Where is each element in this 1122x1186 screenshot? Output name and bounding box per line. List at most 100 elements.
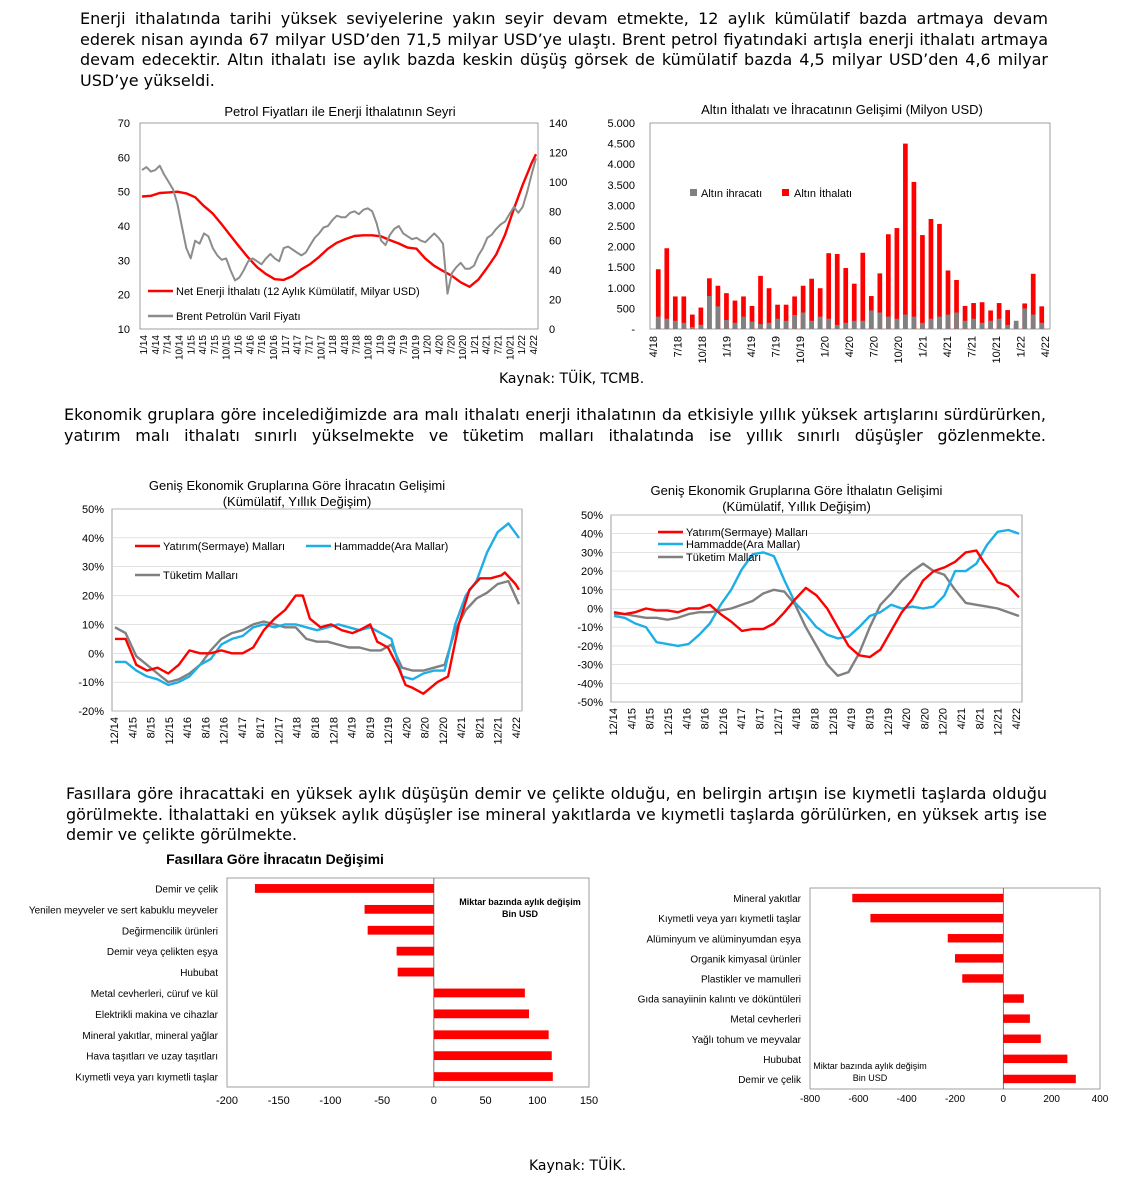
y-tick-label: 40% <box>82 533 104 545</box>
x-tick-label: 4/21 <box>956 708 968 729</box>
x-tick-label: 4/17 <box>237 717 249 738</box>
bar-hububat <box>1003 1054 1068 1064</box>
x-tick-label: 4/21 <box>482 335 493 355</box>
x-tick-label: 12/15 <box>663 708 675 736</box>
import-bar <box>800 285 806 329</box>
category-label: Demir veya çelikten eşya <box>107 947 219 958</box>
import-bar <box>996 303 1002 329</box>
x-tick-label: 8/21 <box>474 717 486 738</box>
x-tick-label: 4/22 <box>529 335 540 355</box>
bar-demir-ve-elik <box>254 884 434 893</box>
x-tick-label: 4/19 <box>846 708 858 729</box>
y-left-tick-label: 70 <box>118 118 130 130</box>
category-label: Yenilen meyveler ve sert kabuklu meyvele… <box>29 905 219 916</box>
source-note: Kaynak: TÜİK, TCMB. <box>499 371 645 387</box>
x-tick-label: 10/18 <box>364 335 375 360</box>
series-line-t-ketim-mallar <box>614 562 1020 677</box>
series-line-net-enerji-i-thalat-12-ayl-k-k-m-latif-milyar-usd <box>141 153 538 288</box>
export-bar <box>920 322 925 329</box>
import-bar <box>732 300 738 329</box>
x-tick-label: 4/17 <box>293 335 304 355</box>
x-tick-label: -400 <box>897 1094 917 1105</box>
export-bar <box>672 320 678 329</box>
x-tick-label: 4/18 <box>340 335 351 355</box>
x-tick-label: 1/15 <box>186 335 197 355</box>
legend-label: Yatırım(Sermaye) Malları <box>163 541 285 553</box>
export-bar <box>817 316 823 329</box>
y-tick-label: 1.000 <box>607 283 635 295</box>
export-bar <box>741 316 746 329</box>
chart-subtitle: (Kümülatif, Yıllık Değişim) <box>223 494 372 509</box>
export-bar <box>996 318 1002 329</box>
y-right-tick-label: 0 <box>549 324 555 336</box>
y-tick-label: 40% <box>581 529 603 541</box>
import-bar <box>971 303 976 329</box>
chart-title: Altın İthalatı ve İhracatının Gelişimi (… <box>701 102 983 117</box>
export-bar <box>1005 324 1010 329</box>
x-tick-label: 10/17 <box>316 335 327 360</box>
y-tick-label: -20% <box>577 641 603 653</box>
x-tick-label: 7/17 <box>304 335 315 355</box>
x-tick-label: 12/17 <box>773 708 785 736</box>
y-left-tick-label: 40 <box>118 221 130 233</box>
y-tick-label: 5.000 <box>607 118 635 130</box>
series-line-yat-r-m-sermaye-mallar <box>115 571 521 695</box>
x-tick-label: -600 <box>848 1094 868 1105</box>
x-tick-label: 4/20 <box>434 335 445 355</box>
x-tick-label: 4/20 <box>901 708 913 729</box>
bar-organik-kimyasal-r-nler <box>955 954 1004 963</box>
export-bar <box>988 320 993 329</box>
export-bar <box>979 322 985 329</box>
y-left-tick-label: 30 <box>118 255 130 267</box>
x-tick-label: -150 <box>268 1095 290 1107</box>
bar-k-ymetli-veya-yar-k-ymetli-ta-lar <box>870 913 1004 923</box>
x-tick-label: 100 <box>528 1095 546 1107</box>
bar-g-da-sanayiinin-kal-nt-ve-d-k-nt-leri <box>1003 994 1024 1003</box>
x-tick-label: 4/20 <box>401 717 413 738</box>
import-bar <box>826 253 832 329</box>
export-bar <box>1039 322 1045 329</box>
export-bar <box>766 322 772 329</box>
plot-area <box>809 887 1101 1090</box>
x-tick-label: 0 <box>1001 1094 1007 1105</box>
category-label: Organik kimyasal ürünler <box>690 954 801 965</box>
x-tick-label: 8/16 <box>700 708 712 729</box>
x-tick-label: -50 <box>374 1095 390 1107</box>
y-right-tick-label: 140 <box>549 118 567 130</box>
import-bar <box>690 314 695 329</box>
x-tick-label: 4/16 <box>245 335 256 355</box>
x-tick-label: 4/14 <box>151 335 162 355</box>
x-tick-label: 7/14 <box>163 335 174 355</box>
x-tick-label: 4/22 <box>1011 708 1023 729</box>
x-tick-label: 10/21 <box>505 335 516 360</box>
x-tick-label: 12/19 <box>383 717 395 745</box>
x-tick-label: 50 <box>479 1095 491 1107</box>
y-left-tick-label: 50 <box>118 187 130 199</box>
import-bar <box>672 296 678 329</box>
x-tick-label: 7/20 <box>446 335 457 355</box>
x-tick-label: 7/19 <box>399 335 410 355</box>
y-tick-label: -10% <box>78 677 104 689</box>
chart-subtitle: (Kümülatif, Yıllık Değişim) <box>722 499 871 514</box>
export-bar <box>962 320 968 329</box>
x-tick-label: 12/17 <box>273 717 285 745</box>
x-tick-label: 1/21 <box>918 336 930 357</box>
y-tick-label: -20% <box>78 706 104 718</box>
legend-label: Tüketim Malları <box>163 570 238 582</box>
x-tick-label: 1/17 <box>281 335 292 355</box>
series-line-hammadde-ara-mallar <box>613 528 1020 648</box>
x-tick-label: 10/18 <box>697 336 709 364</box>
y-tick-label: 10% <box>581 585 603 597</box>
plot-area <box>139 122 539 330</box>
x-tick-label: 1/20 <box>423 335 434 355</box>
x-tick-label: 12/14 <box>608 708 620 736</box>
y-tick-label: 4.500 <box>607 139 635 151</box>
x-tick-label: 7/19 <box>771 336 783 357</box>
import-bar <box>817 288 823 329</box>
bar-demir-ve-elik <box>1003 1074 1076 1084</box>
y-tick-label: 0% <box>88 648 104 660</box>
paragraph-energy-imports: Enerji ithalatında tarihi yüksek seviyel… <box>80 9 1048 90</box>
x-tick-label: 12/20 <box>938 708 950 736</box>
legend-label: Brent Petrolün Varil Fiyatı <box>176 311 301 323</box>
x-tick-label: 4/16 <box>182 717 194 738</box>
